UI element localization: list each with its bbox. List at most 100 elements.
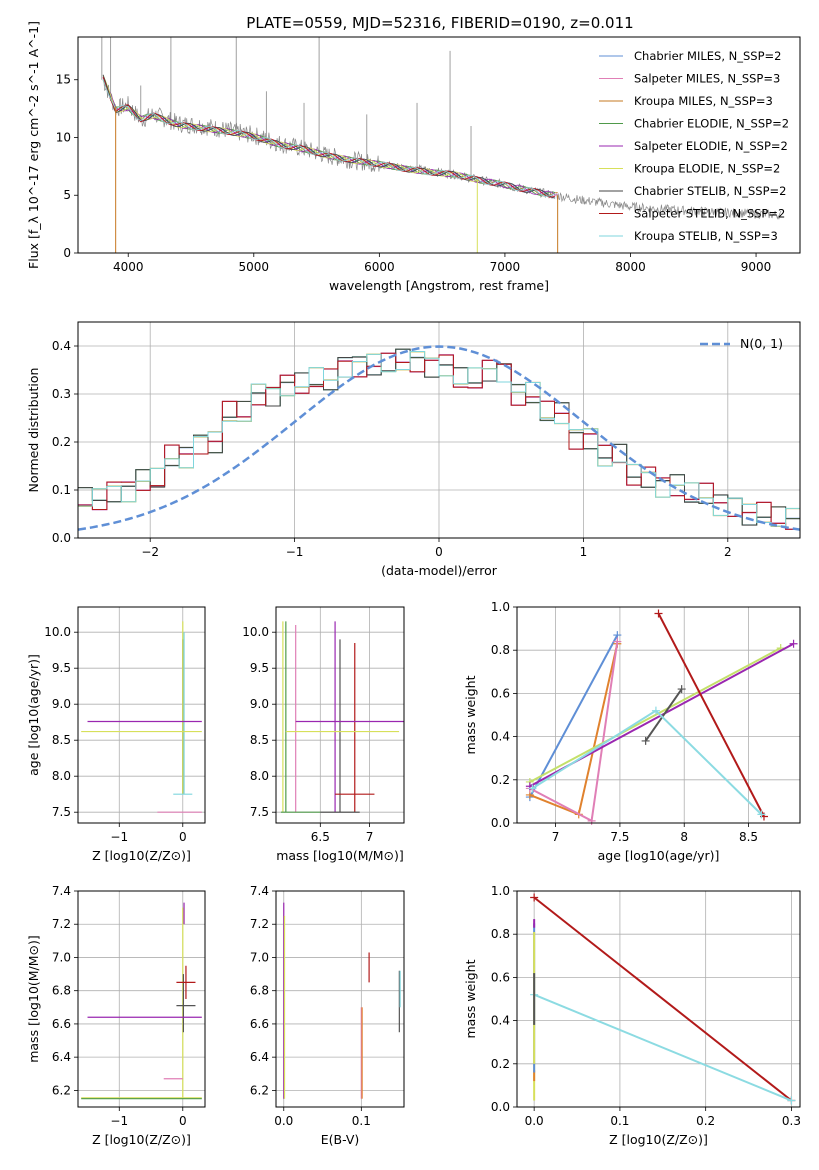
y-tick-label: 8.5 [52, 733, 71, 747]
y-tick-label: 0.2 [52, 435, 71, 449]
x-tick-label: 4000 [113, 260, 144, 274]
legend-label: Kroupa MILES, N_SSP=3 [634, 94, 773, 108]
x-tick-label: 0.0 [525, 1114, 544, 1128]
model-line [102, 74, 556, 199]
legend-label: Kroupa STELIB, N_SSP=3 [634, 229, 778, 243]
x-tick-label: 7 [366, 830, 374, 844]
x-tick-label: 9000 [741, 260, 772, 274]
y-tick-label: 0.4 [52, 339, 71, 353]
x-tick-label: −2 [141, 545, 159, 559]
x-tick-label: 0 [179, 830, 187, 844]
z-mass-plot-area [81, 902, 202, 1100]
axes-frame [77, 890, 206, 1108]
mass-age-plot-area [280, 621, 404, 813]
y-tick-label: 0.0 [491, 1100, 510, 1114]
y-tick-label: 5 [63, 188, 71, 202]
x-tick-label: −1 [110, 1114, 128, 1128]
y-tick-label: 6.2 [52, 1083, 71, 1097]
model-line [102, 77, 556, 196]
weight-marker [587, 816, 596, 825]
weight-line-salpeter-stelib [533, 896, 793, 1102]
y-tick-label: 0.8 [491, 643, 510, 657]
axes-frame [77, 36, 801, 254]
y-tick-label: 6.6 [250, 1017, 269, 1031]
model-line [102, 79, 556, 196]
y-tick-label: 9.5 [52, 661, 71, 675]
legend-label: Kroupa ELODIE, N_SSP=2 [634, 162, 780, 176]
x-tick-label: 5000 [239, 260, 270, 274]
y-tick-label: 9.0 [52, 697, 71, 711]
model-line [102, 79, 556, 197]
legend-label: Salpeter MILES, N_SSP=3 [634, 72, 780, 86]
y-tick-label: 7.2 [52, 917, 71, 931]
x-tick-label: 0.1 [610, 1114, 629, 1128]
x-tick-label: −1 [110, 830, 128, 844]
x-tick-label: 2 [724, 545, 732, 559]
x-axis-label: mass [log10(M/M⊙)] [276, 848, 404, 863]
y-tick-label: 10 [56, 130, 71, 144]
weight-marker [654, 609, 663, 618]
y-tick-label: 0.2 [491, 1057, 510, 1071]
y-tick-label: 7.4 [52, 884, 71, 898]
y-tick-label: 0.8 [491, 927, 510, 941]
x-axis-label: wavelength [Angstrom, rest frame] [329, 278, 549, 293]
axes-frame [516, 606, 801, 824]
x-tick-label: 0.0 [274, 1114, 293, 1128]
gaussian-curve [78, 345, 800, 531]
y-tick-label: 6.4 [250, 1050, 269, 1064]
x-axis-label: age [log10(age/yr)] [598, 848, 720, 863]
y-tick-label: 0.2 [491, 773, 510, 787]
y-tick-label: 6.8 [250, 984, 269, 998]
x-tick-label: 0.2 [696, 1114, 715, 1128]
y-tick-label: 0.0 [52, 531, 71, 545]
x-tick-label: 8 [680, 830, 688, 844]
y-tick-label: 7.0 [250, 950, 269, 964]
y-tick-label: 0.1 [52, 483, 71, 497]
weight-line-chabrier-stelib [644, 688, 683, 742]
y-tick-label: 7.5 [250, 805, 269, 819]
legend-label: Salpeter ELODIE, N_SSP=2 [634, 139, 788, 153]
weight-marker [757, 810, 766, 819]
y-tick-label: 0.6 [491, 686, 510, 700]
x-tick-label: 6000 [364, 260, 395, 274]
x-tick-label: 0.1 [352, 1114, 371, 1128]
y-axis-label: mass [log10(M/M⊙)] [26, 935, 41, 1063]
chart-0 [74, 79, 757, 257]
y-tick-label: 8.0 [52, 769, 71, 783]
legend-label: Chabrier ELODIE, N_SSP=2 [634, 117, 789, 131]
x-tick-label: 1 [580, 545, 588, 559]
y-tick-label: 6.8 [52, 984, 71, 998]
y-tick-label: 0.4 [491, 1014, 510, 1028]
x-tick-label: 0 [435, 545, 443, 559]
x-axis-label: Z [log10(Z/Z⊙)] [92, 848, 191, 863]
y-tick-label: 0.6 [491, 970, 510, 984]
axes-frame [275, 606, 405, 824]
weight-marker [641, 736, 650, 745]
y-tick-label: 7.4 [250, 884, 269, 898]
weight-marker [528, 784, 537, 793]
weight-line-chabrier-miles [529, 634, 619, 798]
y-tick-label: 8.5 [250, 733, 269, 747]
y-tick-label: 0.0 [491, 816, 510, 830]
hist-plot-area [78, 345, 800, 531]
x-axis-label: E(B-V) [321, 1132, 360, 1147]
weight-line-kroupa-elodie [529, 647, 782, 783]
axes-frame [516, 890, 801, 1108]
y-tick-label: 8.0 [250, 769, 269, 783]
weight-marker [789, 639, 798, 648]
weight-line-kroupa-stelib [533, 993, 792, 1102]
z-age-plot-area [81, 621, 202, 813]
legend-label: Chabrier MILES, N_SSP=2 [634, 49, 781, 63]
weight-line-salpeter-stelib [657, 613, 765, 817]
legend-label: N(0, 1) [740, 336, 783, 351]
weight-marker [613, 637, 622, 646]
y-axis-label: Normed distribution [26, 368, 41, 493]
histogram-step [78, 352, 800, 530]
axes-frame [275, 890, 405, 1108]
y-tick-label: 7.0 [52, 950, 71, 964]
weight-marker [530, 893, 539, 902]
y-axis-label: age [log10(age/yr)] [26, 654, 41, 776]
figure-title: PLATE=0559, MJD=52316, FIBERID=0190, z=0… [246, 14, 633, 32]
y-tick-label: 10.0 [44, 625, 71, 639]
x-axis-label: Z [log10(Z/Z⊙)] [92, 1132, 191, 1147]
